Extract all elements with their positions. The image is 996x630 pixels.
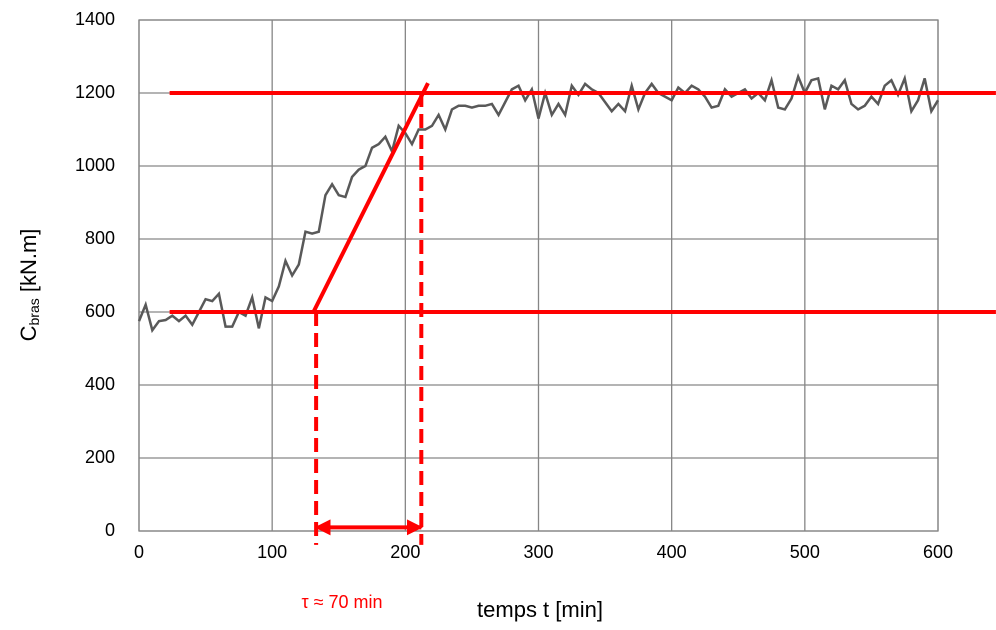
x-tick-label: 0: [134, 542, 144, 562]
y-label-rest: [kN.m]: [16, 229, 41, 299]
y-tick-label: 1200: [75, 82, 115, 102]
x-tick-label: 400: [657, 542, 687, 562]
y-tick-label: 400: [85, 374, 115, 394]
y-tick-label: 800: [85, 228, 115, 248]
y-label-sub: bras: [26, 298, 42, 325]
reference-line: [311, 82, 430, 313]
x-axis-label: temps t [min]: [477, 597, 603, 622]
y-tick-label: 1400: [75, 9, 115, 29]
x-tick-label: 600: [923, 542, 953, 562]
y-tick-label: 1000: [75, 155, 115, 175]
y-tick-label: 0: [105, 520, 115, 540]
x-tick-label: 200: [390, 542, 420, 562]
y-axis-label: Cbras [kN.m]: [16, 229, 42, 342]
x-tick-label: 100: [257, 542, 287, 562]
y-tick-label: 200: [85, 447, 115, 467]
plot-border: [138, 19, 939, 532]
x-tick-label: 500: [790, 542, 820, 562]
y-tick-label: 600: [85, 301, 115, 321]
x-tick-label: 300: [523, 542, 553, 562]
y-label-main: C: [16, 325, 41, 341]
annotation: τ ≈ 70 min: [301, 592, 382, 612]
